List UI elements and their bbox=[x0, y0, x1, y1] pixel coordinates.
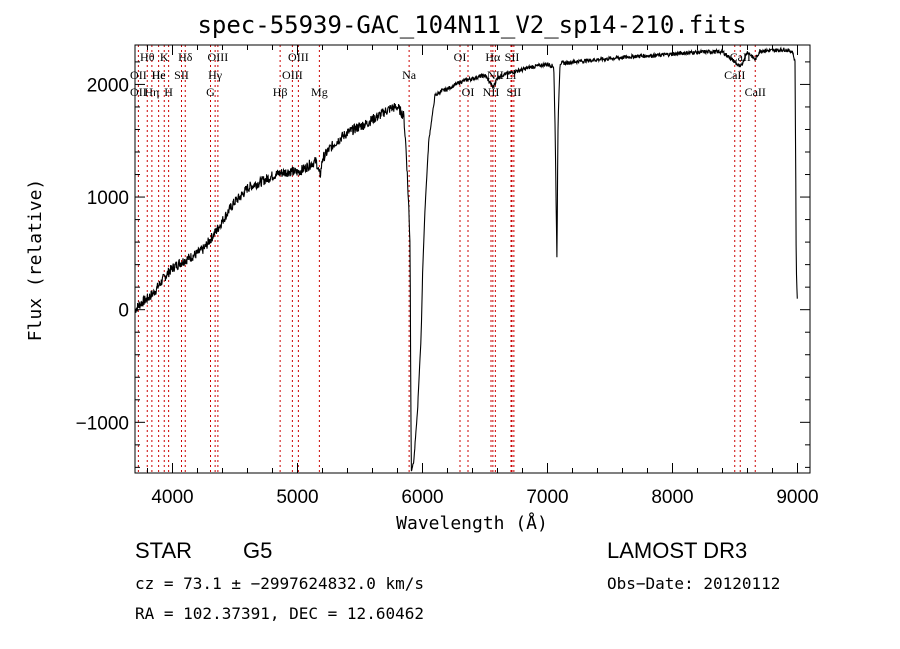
line-label-hδ: Hδ bbox=[178, 50, 193, 64]
line-label-mg: Mg bbox=[311, 85, 328, 99]
y-tick-label: 1000 bbox=[87, 188, 129, 209]
line-label-sii: SII bbox=[174, 68, 189, 82]
redshift-velocity: cz = 73.1 ± −2997624832.0 km/s bbox=[135, 574, 424, 593]
line-label-g: G bbox=[206, 85, 215, 99]
x-tick-label: 6000 bbox=[401, 487, 443, 508]
y-tick-label: 0 bbox=[118, 301, 129, 322]
line-label-oii: OII bbox=[130, 68, 147, 82]
x-tick-label: 4000 bbox=[151, 487, 193, 508]
spectrum-line bbox=[134, 46, 798, 472]
line-label-oiii: OIII bbox=[208, 50, 229, 64]
line-label-caii: CaII bbox=[745, 85, 766, 99]
line-label-sii: SII bbox=[507, 85, 522, 99]
line-label-hβ: Hβ bbox=[273, 85, 288, 99]
x-tick-label: 7000 bbox=[526, 487, 568, 508]
line-label-oiii: OIII bbox=[282, 68, 303, 82]
chart-title: spec-55939-GAC_104N11_V2_sp14-210.fits bbox=[197, 11, 746, 39]
survey-name: LAMOST DR3 bbox=[607, 538, 747, 563]
x-axis-label: Wavelength (Å) bbox=[396, 512, 548, 534]
line-label-na: Na bbox=[402, 68, 417, 82]
line-label-hγ: Hγ bbox=[208, 68, 223, 82]
line-label-nii: NII bbox=[483, 85, 500, 99]
line-label-he: He bbox=[152, 68, 166, 82]
y-axis-label: Flux (relative) bbox=[25, 179, 46, 342]
x-axis-ticks: 4000 5000 6000 7000 8000 9000 bbox=[147, 45, 819, 508]
x-tick-label: 8000 bbox=[651, 487, 693, 508]
x-tick-label: 9000 bbox=[776, 487, 818, 508]
observation-date: Obs−Date: 20120112 bbox=[607, 574, 780, 593]
line-label-sii: SII bbox=[505, 50, 520, 64]
line-label-li: Li bbox=[506, 68, 517, 82]
plot-frame bbox=[134, 44, 811, 474]
line-label-caii: CaII bbox=[724, 68, 745, 82]
line-label-oi: OI bbox=[454, 50, 467, 64]
line-label-hθ: Hθ bbox=[140, 50, 155, 64]
y-tick-label: −1000 bbox=[76, 413, 129, 434]
object-subclass: G5 bbox=[243, 538, 272, 563]
y-axis-ticks: −1000 0 1000 2000 bbox=[76, 61, 810, 468]
line-label-oii: OII bbox=[130, 85, 147, 99]
line-label-hα: Hα bbox=[485, 50, 501, 64]
line-label-k: K bbox=[160, 50, 169, 64]
coordinates: RA = 102.37391, DEC = 12.60462 bbox=[135, 604, 424, 623]
spectral-line-markers bbox=[137, 45, 756, 473]
spectral-line-labels: Hθ OII OII K Hε Hη He H Hδ SII OIII Hγ G OIII OIII Hβ Mg… bbox=[130, 50, 766, 99]
line-label-oiii: OIII bbox=[288, 50, 309, 64]
x-tick-label: 5000 bbox=[276, 487, 318, 508]
y-tick-label: 2000 bbox=[87, 75, 129, 96]
line-label-hε: Hε bbox=[152, 68, 166, 82]
line-label-h: H bbox=[164, 85, 173, 99]
line-label-hη: Hη bbox=[144, 85, 159, 99]
line-label-oi: OI bbox=[462, 85, 475, 99]
object-class: STAR bbox=[135, 538, 192, 563]
